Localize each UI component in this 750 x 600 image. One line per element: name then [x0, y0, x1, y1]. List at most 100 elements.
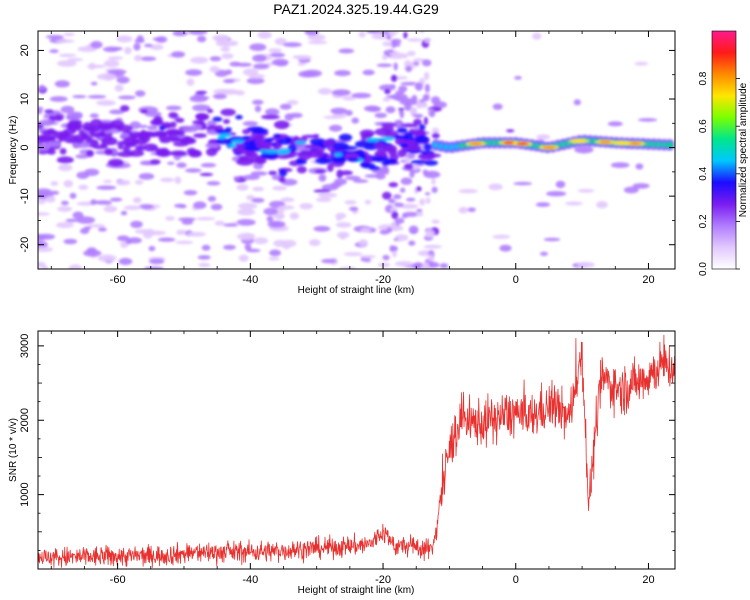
- heatmap-cell-912: [170, 150, 187, 157]
- heatmap-cell-573: [416, 209, 423, 212]
- heatmap-cell-133: [183, 190, 198, 196]
- spectrogram-y-label: Frequency (Hz): [8, 116, 19, 185]
- heatmap-cell-447: [367, 106, 382, 112]
- heatmap-cell-522: [428, 109, 436, 118]
- heatmap-cell-835: [169, 136, 181, 143]
- heatmap-cell-595: [416, 213, 424, 217]
- heatmap-cell-352: [209, 56, 222, 62]
- heatmap-cell-412: [577, 188, 595, 193]
- heatmap-cell-925: [228, 143, 237, 148]
- y-tick-label-3: 10: [19, 93, 31, 105]
- heatmap-cell-592: [419, 31, 425, 34]
- heatmap-cell-770: [59, 148, 67, 155]
- heatmap-cell-440: [78, 184, 89, 190]
- heatmap-cell-800: [355, 140, 370, 148]
- heatmap-cell-279: [148, 245, 156, 252]
- heatmap-cell-263: [242, 121, 258, 127]
- heatmap-cell-657: [309, 138, 326, 145]
- heatmap-cell-468: [360, 227, 372, 233]
- heatmap-cell-878: [396, 127, 408, 133]
- heatmap-cell-582: [413, 262, 422, 269]
- heatmap-cell-581: [428, 261, 434, 267]
- heatmap-cell-286: [68, 264, 82, 269]
- heatmap-cell-379: [439, 263, 449, 269]
- heatmap-cell-541: [391, 211, 399, 220]
- heatmap-cell-917: [393, 134, 409, 139]
- heatmap-cell-370: [197, 35, 207, 43]
- heatmap-cell-357: [249, 43, 267, 51]
- heatmap-cell-392: [335, 222, 352, 228]
- heatmap-cell-366: [634, 61, 649, 66]
- heatmap-cell-236: [342, 95, 356, 101]
- heatmap-cell-591: [404, 102, 412, 111]
- heatmap-cell-302: [330, 107, 348, 115]
- heatmap-cell-905: [121, 138, 140, 147]
- heatmap-cell-406: [349, 206, 359, 211]
- heatmap-cell-534: [391, 40, 397, 49]
- heatmap-cell-154: [458, 189, 479, 194]
- heatmap-cell-208: [135, 90, 146, 97]
- heatmap-cell-18: [165, 105, 182, 111]
- heatmap-cell-39: [197, 255, 211, 260]
- snr-ticks: -60 -40 -20 0 20 1000 2000 3000: [19, 331, 675, 586]
- heatmap-cell-444: [252, 186, 265, 192]
- heatmap-cell-295: [351, 117, 360, 124]
- heatmap-cell-305: [90, 199, 97, 206]
- heatmap-cell-351: [200, 163, 217, 168]
- spectrogram-x-label: Height of straight line (km): [298, 285, 415, 296]
- heatmap-cell-906: [374, 142, 386, 148]
- heatmap-cell-909: [359, 153, 367, 160]
- heatmap-cell-89: [265, 108, 280, 116]
- heatmap-cell-385: [72, 95, 87, 99]
- heatmap-cell-190: [223, 79, 235, 84]
- heatmap-cell-101: [492, 234, 511, 239]
- heatmap-cell-432: [242, 68, 259, 76]
- heatmap-cell-866: [304, 144, 317, 149]
- heatmap-cell-434: [155, 36, 168, 43]
- heatmap-cell-437: [195, 90, 208, 95]
- heatmap-cell-441: [298, 70, 317, 78]
- heatmap-cell-411: [323, 115, 342, 120]
- heatmap-cell-8: [38, 197, 46, 205]
- heatmap-cell-817: [423, 153, 442, 158]
- heatmap-cell-376: [187, 231, 206, 237]
- heatmap-cell-933: [347, 157, 360, 162]
- heatmap-cell-426: [186, 78, 195, 86]
- heatmap-cell-408: [38, 110, 43, 115]
- heatmap-cell-339: [87, 95, 107, 99]
- heatmap-cell-923: [365, 137, 380, 142]
- heatmap-cell-820: [127, 149, 145, 157]
- heatmap-cell-298: [308, 40, 328, 45]
- heatmap-cell-587: [394, 217, 405, 224]
- y-tick-label-2: 3000: [19, 334, 31, 358]
- heatmap-cell-729: [212, 116, 223, 122]
- heatmap-cell-360: [250, 171, 268, 176]
- heatmap-cell-300: [364, 199, 372, 205]
- heatmap-cell-144: [407, 38, 423, 42]
- heatmap-cell-763: [206, 147, 218, 157]
- heatmap-cell-438: [116, 179, 131, 186]
- heatmap-cell-199: [269, 52, 286, 58]
- heatmap-cell-198: [385, 106, 396, 114]
- heatmap-cell-816: [414, 135, 430, 144]
- heatmap-cell-395: [134, 54, 143, 62]
- heatmap-cell-62: [331, 89, 351, 96]
- heatmap-cell-875: [153, 115, 163, 125]
- heatmap-cell-461: [96, 100, 116, 106]
- heatmap-cell-187: [338, 266, 356, 269]
- heatmap-cell-480: [382, 254, 390, 261]
- heatmap-cell-488: [382, 191, 392, 200]
- y-tick-label-1: -10: [19, 188, 31, 204]
- heatmap-cell-416: [371, 33, 391, 40]
- heatmap-cell-574: [384, 88, 391, 95]
- heatmap-cell-846: [140, 109, 149, 114]
- heatmap-cell-483: [423, 116, 428, 126]
- heatmap-cell-559: [396, 238, 402, 242]
- heatmap-cell-927: [263, 149, 279, 154]
- heatmap-cell-23: [257, 31, 272, 39]
- heatmap-cell-791: [360, 162, 376, 169]
- x-tick-label-1: -40: [242, 274, 258, 286]
- heatmap-cell-353: [261, 114, 280, 120]
- heatmap-cell-345: [206, 181, 221, 186]
- heatmap-cell-876: [381, 161, 390, 166]
